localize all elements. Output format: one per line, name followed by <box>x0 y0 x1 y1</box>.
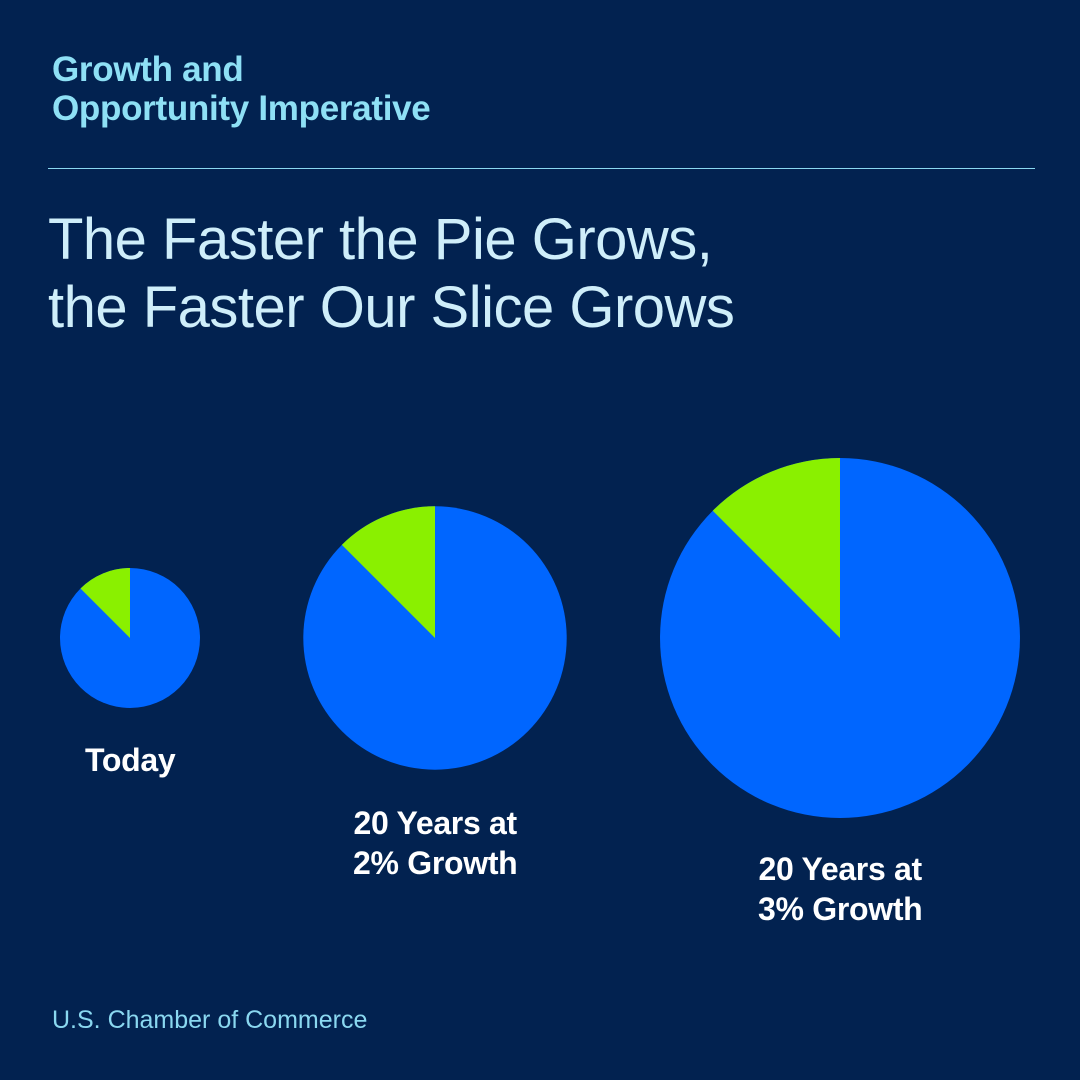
pie-slice-1 <box>341 506 435 638</box>
pie-0 <box>60 568 200 708</box>
pie-label-3pct-line-1: 20 Years at <box>758 851 923 887</box>
pie-label-2pct-line-1: 20 Years at <box>353 805 518 841</box>
headline-line-1: The Faster the Pie Grows, <box>48 207 713 272</box>
pie-2 <box>660 458 1020 818</box>
divider-rule <box>48 168 1035 169</box>
kicker-line-2: Opportunity Imperative <box>52 89 431 128</box>
kicker-title: Growth and Opportunity Imperative <box>52 50 431 128</box>
page-title: The Faster the Pie Grows, the Faster Our… <box>48 206 735 342</box>
pie-label-2pct-line-2: 2% Growth <box>353 845 518 881</box>
pie-label-today: Today <box>85 740 176 780</box>
pie-slice-0 <box>80 568 130 638</box>
pie-label-3pct: 20 Years at 3% Growth <box>758 849 923 929</box>
headline-line-2: the Faster Our Slice Grows <box>48 275 735 340</box>
pie-slice-2 <box>712 458 840 638</box>
kicker-line-1: Growth and <box>52 50 244 89</box>
pie-label-3pct-line-2: 3% Growth <box>758 891 923 927</box>
pie-label-2pct: 20 Years at 2% Growth <box>353 803 518 883</box>
pie-1 <box>303 506 567 770</box>
source-credit: U.S. Chamber of Commerce <box>52 1006 368 1034</box>
pie-label-today-line-1: Today <box>85 742 176 778</box>
